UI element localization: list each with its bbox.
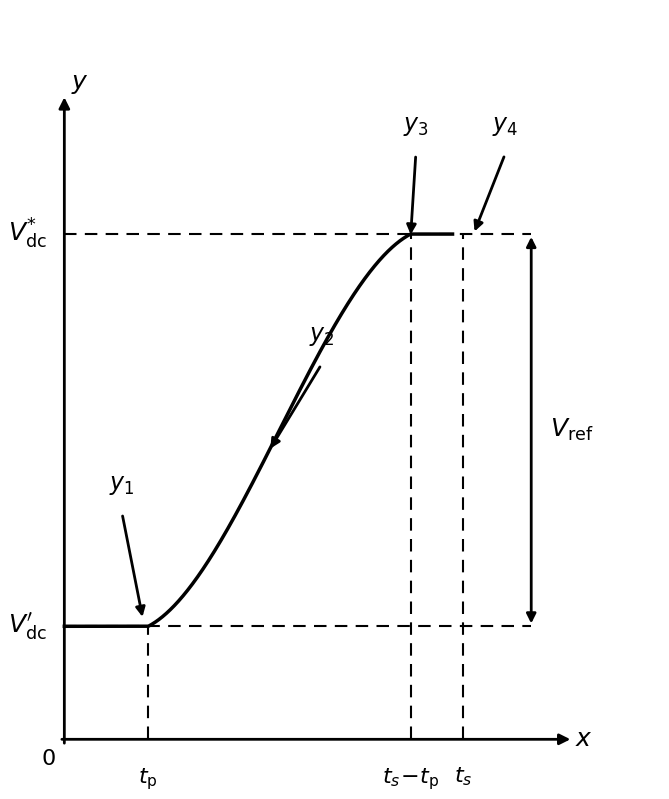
- Text: $t_{s}\!-\!t_{\mathrm{p}}$: $t_{s}\!-\!t_{\mathrm{p}}$: [382, 766, 439, 792]
- Text: $V_{\mathrm{dc}}^{*}$: $V_{\mathrm{dc}}^{*}$: [8, 217, 47, 251]
- Text: $t_{s}$: $t_{s}$: [454, 766, 472, 789]
- Text: 0: 0: [41, 749, 56, 769]
- Text: $y_4$: $y_4$: [492, 113, 518, 137]
- Text: $y_2$: $y_2$: [308, 324, 334, 348]
- Text: $y$: $y$: [71, 73, 89, 97]
- Text: $V_{\mathrm{ref}}$: $V_{\mathrm{ref}}$: [549, 417, 593, 443]
- Text: $V_{\mathrm{dc}}^{\prime}$: $V_{\mathrm{dc}}^{\prime}$: [8, 610, 47, 642]
- Text: $x$: $x$: [575, 727, 593, 751]
- Text: $y_1$: $y_1$: [109, 473, 134, 497]
- Text: $y_3$: $y_3$: [403, 113, 429, 137]
- Text: $t_{\mathrm{p}}$: $t_{\mathrm{p}}$: [138, 766, 158, 792]
